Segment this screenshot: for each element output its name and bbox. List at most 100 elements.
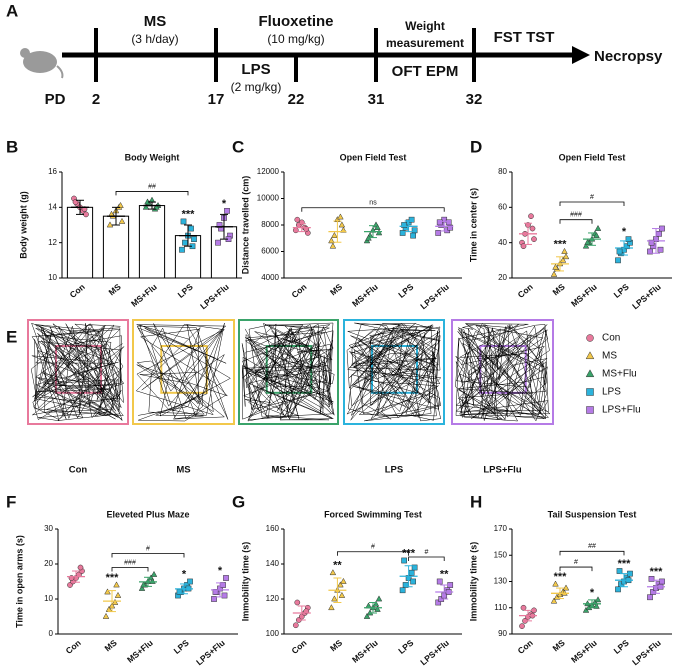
point [593,231,600,238]
y-axis-label: Immobility time (s) [468,542,478,622]
y-axis-label: Time in open arms (s) [14,535,24,628]
point [648,239,655,246]
point [340,577,347,584]
point [118,217,126,224]
x-tick-label: MS [551,637,567,653]
timeline-day: 17 [208,91,225,108]
trajectory [30,322,125,422]
point [648,576,655,582]
point [445,219,452,226]
x-tick-label: MS+Flu [129,282,159,309]
point [408,569,415,576]
x-tick-label: Con [64,638,83,656]
y-tick-label: 12000 [257,167,280,176]
point [659,225,665,232]
y-tick-label: 14 [48,202,57,211]
x-tick-label: Con [516,282,535,300]
y-tick-label: 120 [266,594,280,603]
chart-title: Open Field Test [559,152,626,162]
mouse-icon [20,48,64,79]
point [529,225,536,232]
point [531,607,537,614]
bracket [115,191,189,196]
y-tick-label: 130 [494,577,508,586]
x-tick-label: MS [551,281,567,297]
point [550,597,558,604]
bracket-label: ## [588,543,596,550]
point [337,213,344,220]
point [338,221,346,228]
panel-label: D [470,137,482,156]
significance: * [182,568,187,580]
point [223,575,229,581]
x-tick-label: Con [289,638,308,656]
point [594,596,602,603]
point [625,236,632,242]
x-tick-label: MS+Flu [569,282,599,309]
chart-title: Open Field Test [340,152,407,162]
bracket [559,201,625,207]
point [191,236,197,242]
point [331,595,338,602]
x-tick-label: Con [289,282,308,300]
point [114,591,122,598]
point [436,219,443,226]
x-tick-label: LPS [396,281,415,299]
y-tick-label: 160 [266,524,280,533]
point [399,230,406,236]
bar [102,215,130,279]
point [106,221,114,228]
point [144,198,151,205]
trajectory [135,322,231,422]
y-tick-label: 10000 [257,194,280,203]
timeline-day: 32 [466,91,483,108]
timeline-day: 22 [288,91,305,108]
point [153,203,160,210]
x-tick-label: LPS+Flu [418,638,451,668]
timeline-label: FST TST [494,29,555,46]
point [615,257,621,264]
timeline-label: Weight [405,19,445,33]
bracket-label: ### [124,559,136,566]
point [337,581,344,588]
bracket [301,207,445,212]
point [102,612,110,619]
bracket-label: # [371,544,375,551]
point [117,201,124,208]
point [586,388,594,396]
y-tick-label: 20 [498,273,507,282]
trajectory [346,322,442,422]
timeline-label: (10 mg/kg) [267,32,324,46]
arena-label: Con [69,465,88,476]
panel-label: B [6,137,18,156]
x-tick-label: Con [68,282,87,300]
x-tick-label: LPS [396,637,415,655]
point [328,604,335,611]
x-tick-label: MS+Flu [125,638,155,665]
point [363,612,371,619]
y-tick-label: 12 [48,238,57,247]
timeline-label: (2 mg/kg) [231,80,282,94]
x-tick-label: MS [328,281,344,297]
x-tick-label: LPS+Flu [630,282,663,312]
chart-title: Body Weight [125,152,180,162]
point [113,581,120,588]
point [659,578,665,585]
bracket-label: # [590,194,594,201]
y-tick-label: 16 [48,167,57,176]
x-tick-label: LPS [176,281,195,299]
y-tick-label: 10 [48,273,57,282]
arena-label: MS+Flu [271,465,305,476]
point [329,569,337,576]
bracket-label: ### [570,212,582,219]
significance: *** [650,566,664,578]
point [111,598,119,605]
point [647,594,653,601]
y-tick-label: 170 [494,524,508,533]
significance: *** [554,571,568,583]
significance: *** [618,558,632,570]
point [104,588,111,595]
significance: * [590,587,595,599]
point [294,216,301,223]
